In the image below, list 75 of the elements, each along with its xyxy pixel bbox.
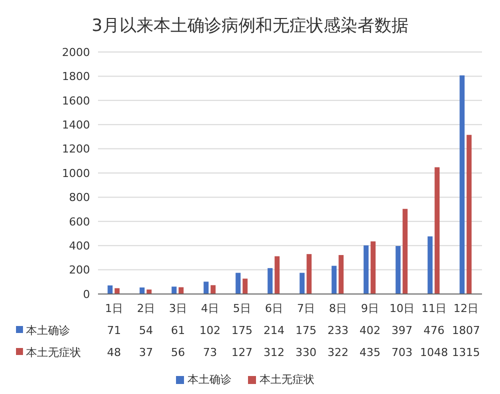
legend-label: 本土无症状 [26, 346, 81, 359]
data-label: 73 [203, 346, 217, 359]
y-tick-label: 0 [83, 288, 90, 301]
bar [268, 268, 273, 294]
x-tick-label: 11日 [422, 302, 446, 315]
y-tick-label: 2000 [62, 46, 90, 59]
x-tick-label: 9日 [361, 302, 379, 315]
legend-label: 本土确诊 [26, 324, 70, 337]
y-tick-label: 1600 [62, 94, 90, 108]
data-label: 175 [232, 324, 252, 337]
bar [204, 282, 209, 294]
bar [460, 75, 465, 294]
data-label: 322 [328, 346, 348, 359]
bar [402, 208, 408, 294]
data-label: 214 [264, 324, 284, 337]
data-label: 71 [107, 324, 121, 337]
x-tick-label: 10日 [390, 302, 414, 315]
data-label: 102 [200, 324, 220, 337]
y-tick-label: 1400 [62, 118, 90, 132]
bar [178, 287, 184, 294]
data-label: 1807 [452, 324, 480, 337]
bar [466, 134, 472, 294]
chart-title: 3月以来本土确诊病例和无症状感染者数据 [90, 15, 410, 38]
bar [434, 167, 440, 294]
x-tick-label: 3日 [169, 302, 187, 315]
data-label: 175 [296, 324, 316, 337]
bar [236, 272, 241, 294]
x-tick-label: 6日 [265, 302, 283, 315]
y-tick-label: 1800 [62, 70, 90, 84]
data-label: 1315 [452, 346, 480, 359]
bar [274, 256, 280, 294]
data-label: 330 [296, 346, 316, 359]
bar [172, 286, 177, 294]
bar [370, 241, 376, 294]
y-tick-label: 800 [69, 191, 90, 204]
data-label: 703 [392, 346, 412, 359]
x-tick-label: 5日 [233, 302, 251, 315]
x-tick-label: 8日 [329, 302, 347, 315]
bar [364, 245, 369, 294]
y-tick-label: 400 [69, 240, 90, 253]
text: 本土无症状 [260, 373, 314, 386]
data-label: 435 [360, 346, 380, 359]
bar [338, 255, 344, 294]
data-label: 233 [328, 324, 348, 337]
data-label: 54 [139, 324, 153, 337]
bar [396, 246, 401, 294]
x-tick-label: 4日 [201, 302, 219, 315]
bar [306, 254, 312, 294]
y-tick-label: 200 [69, 264, 90, 277]
bar [428, 236, 433, 294]
y-tick-label: 1200 [62, 142, 90, 156]
bar [300, 272, 305, 294]
text: 本土确诊 [188, 373, 232, 386]
data-label: 56 [171, 346, 185, 359]
data-label: 402 [360, 324, 380, 337]
bar [242, 278, 248, 294]
data-label: 61 [171, 324, 185, 337]
y-tick-label: 600 [69, 215, 90, 228]
data-label: 1048 [420, 346, 448, 359]
data-label: 312 [264, 346, 284, 359]
bar [332, 266, 337, 294]
bar [140, 287, 145, 294]
data-label: 127 [232, 346, 252, 359]
x-tick-label: 12日 [454, 302, 478, 315]
data-label: 476 [424, 324, 444, 337]
x-tick-label: 7日 [297, 302, 315, 315]
bar [114, 288, 120, 294]
bar [210, 285, 216, 294]
data-label: 37 [139, 346, 153, 359]
x-tick-label: 1日 [105, 302, 123, 315]
bar [108, 285, 113, 294]
data-label: 48 [107, 346, 121, 359]
y-tick-label: 1000 [62, 166, 90, 180]
x-tick-label: 2日 [137, 302, 155, 315]
data-label: 397 [392, 324, 412, 337]
